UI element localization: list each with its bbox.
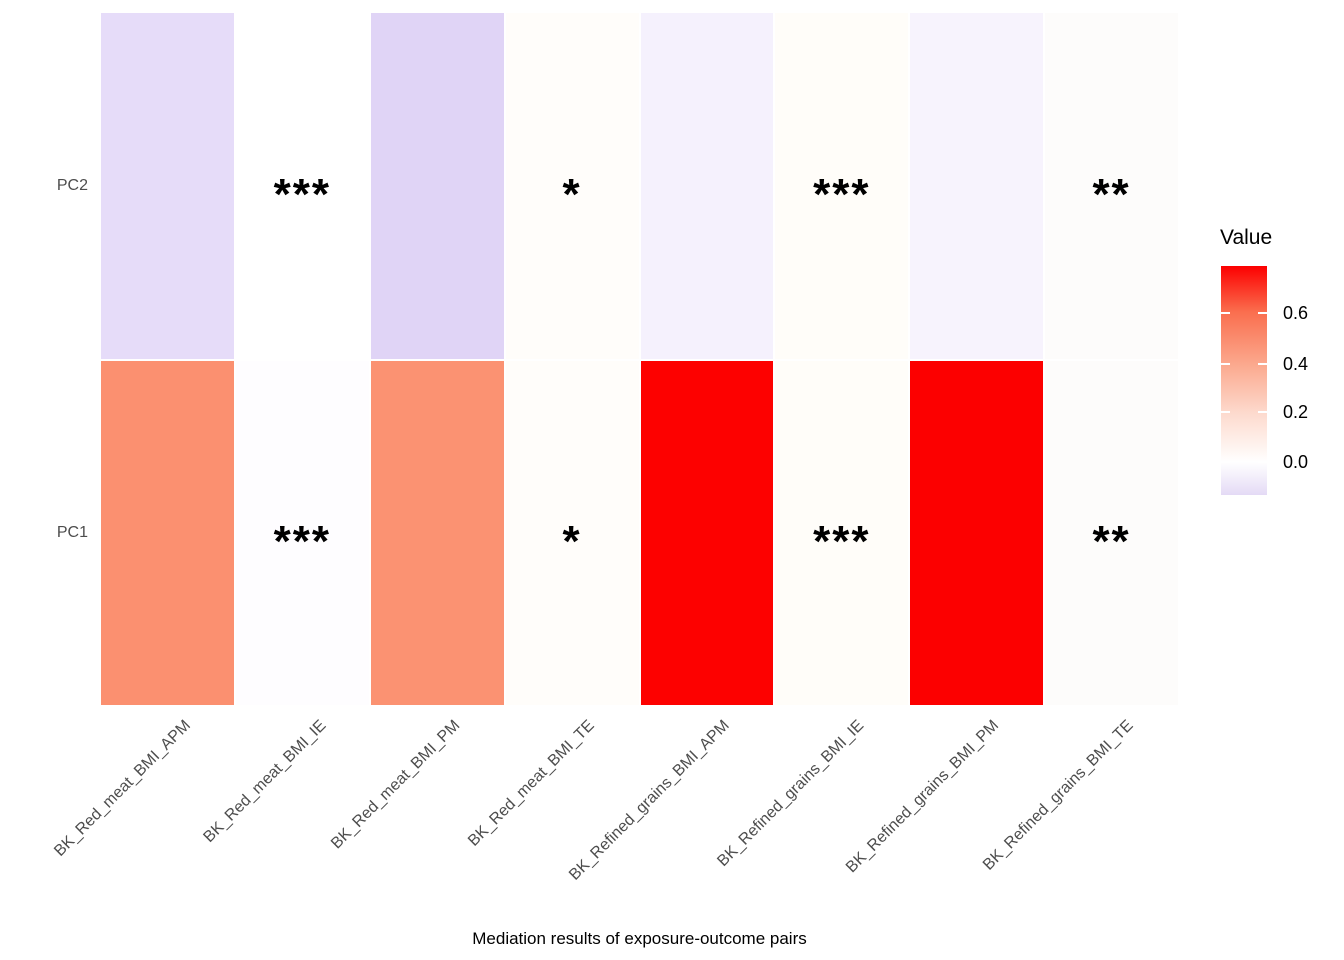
heatmap-cell: ***: [775, 13, 909, 359]
legend-tick-mark: [1221, 460, 1230, 463]
heatmap-cell: [640, 13, 774, 359]
legend-tick-mark: [1258, 460, 1267, 463]
x-axis-tick-label: BK_Refined_grains_BMI_PM: [842, 717, 1003, 877]
legend-tick-label: 0.2: [1283, 402, 1309, 422]
legend-tick-label: 0.4: [1283, 353, 1309, 374]
heatmap-cell: ***: [235, 13, 369, 359]
significance-stars: *: [562, 169, 582, 219]
significance-stars: **: [1092, 516, 1131, 566]
x-axis-tick-label: BK_Refined_grains_BMI_APM: [566, 717, 733, 884]
heatmap-cell: *: [505, 13, 639, 359]
legend-title: Value: [1220, 226, 1273, 249]
legend: Value 0.6 0.4 0.2 0.0: [1220, 226, 1344, 506]
significance-stars: **: [1092, 169, 1131, 219]
heatmap-cell: [640, 361, 774, 705]
heatmap-cell: ***: [775, 361, 909, 705]
x-axis-title: Mediation results of exposure-outcome pa…: [472, 929, 807, 948]
x-axis-tick-label: BK_Red_meat_BMI_IE: [199, 717, 329, 846]
heatmap-cell: [910, 13, 1044, 359]
heatmap-cell: ***: [235, 361, 369, 705]
y-axis-tick-label: PC1: [56, 524, 88, 541]
legend-tick-mark: [1258, 411, 1267, 413]
x-axis-tick-label: BK_Red_meat_BMI_TE: [465, 717, 599, 850]
legend-tick-label: 0.6: [1283, 302, 1309, 323]
legend-tick-mark: [1221, 362, 1230, 365]
heatmap-cell: **: [1045, 13, 1178, 359]
legend-tick-mark: [1258, 362, 1267, 365]
legend-tick-mark: [1258, 311, 1267, 314]
heatmap-cell: [101, 13, 234, 359]
heatmap-panel: *** * *** ** *** * *** **: [101, 13, 1178, 705]
significance-stars: ***: [813, 169, 871, 219]
legend-tick-mark: [1221, 411, 1230, 413]
significance-stars: *: [562, 516, 582, 566]
heatmap-cell: **: [1045, 361, 1178, 705]
y-axis-tick-label: PC2: [56, 177, 88, 194]
legend-tick-label: 0.0: [1283, 451, 1309, 472]
legend-tick-mark: [1221, 311, 1230, 314]
x-axis-tick-label: BK_Red_meat_BMI_PM: [328, 717, 464, 853]
heatmap-cell: [370, 361, 504, 705]
x-axis-tick-label: BK_Refined_grains_BMI_TE: [980, 717, 1137, 874]
significance-stars: ***: [813, 516, 871, 566]
heatmap-cell: *: [505, 361, 639, 705]
x-axis-tick-label: BK_Refined_grains_BMI_IE: [714, 717, 868, 870]
heatmap-cell: [910, 361, 1044, 705]
significance-stars: ***: [273, 169, 331, 219]
heatmap-cell: [101, 361, 234, 705]
significance-stars: ***: [273, 516, 331, 566]
legend-colorbar: [1221, 266, 1267, 495]
x-axis-tick-label: BK_Red_meat_BMI_APM: [51, 717, 195, 860]
heatmap-cell: [370, 13, 504, 359]
